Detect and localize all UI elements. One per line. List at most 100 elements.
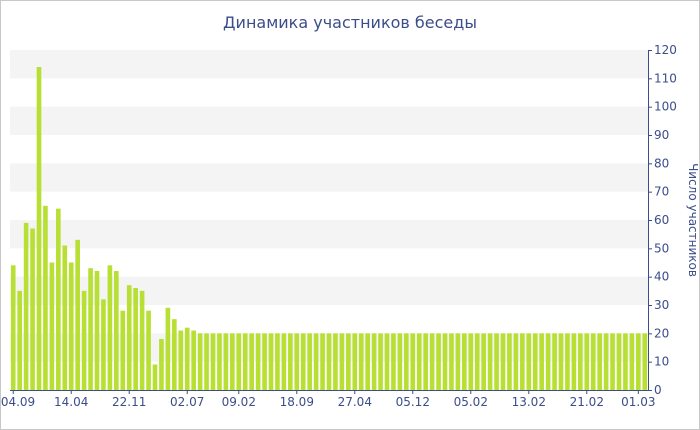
x-tick-label: 05.02: [454, 395, 488, 409]
grid-band: [10, 50, 648, 79]
bar: [532, 333, 538, 390]
y-tick-label: 0: [654, 383, 662, 397]
bar: [184, 327, 190, 390]
bar: [520, 333, 525, 390]
x-tick-label: 18.09: [280, 395, 314, 409]
bar: [487, 333, 493, 390]
bar: [339, 333, 345, 390]
bar: [391, 333, 396, 390]
bar: [159, 339, 164, 390]
x-tick-label: 05.12: [396, 395, 430, 409]
x-tick-label: 01.03: [621, 395, 655, 409]
bar: [597, 333, 602, 390]
bar: [101, 299, 106, 390]
y-tick-label: 10: [654, 355, 669, 369]
bar: [481, 333, 486, 390]
bar: [210, 333, 216, 390]
y-tick-label: 30: [654, 298, 669, 312]
y-tick-label: 50: [654, 241, 669, 255]
bar: [17, 290, 22, 390]
bar: [442, 333, 448, 390]
bar: [642, 333, 648, 390]
bar: [552, 333, 557, 390]
bar: [494, 333, 499, 390]
y-tick-label: 110: [654, 71, 677, 85]
bar: [404, 333, 409, 390]
bar: [114, 271, 119, 390]
bar: [94, 271, 100, 390]
bar: [545, 333, 551, 390]
bar: [107, 265, 113, 390]
bar: [178, 330, 184, 390]
bar: [139, 290, 145, 390]
bar: [204, 333, 209, 390]
bar: [616, 333, 622, 390]
bar: [429, 333, 435, 390]
bar: [462, 333, 467, 390]
bar: [449, 333, 454, 390]
grid-band: [10, 163, 648, 192]
y-axis-label: Число участников: [686, 163, 700, 277]
y-tick-label: 70: [654, 185, 669, 199]
bar: [242, 333, 248, 390]
bar: [133, 288, 138, 390]
bar: [165, 307, 171, 390]
bar: [81, 290, 87, 390]
bar: [320, 333, 325, 390]
bar: [468, 333, 474, 390]
x-tick-label: 21.02: [570, 395, 604, 409]
bar: [397, 333, 403, 390]
bar: [371, 333, 377, 390]
bar: [578, 333, 583, 390]
bar: [30, 228, 35, 390]
x-tick-label: 04.09: [1, 395, 35, 409]
x-tick-label: 13.02: [512, 395, 546, 409]
y-tick-labels: 0 10 20 30 40 50 60 70 80 90 100 110 120: [648, 43, 677, 397]
bar: [358, 333, 364, 390]
bar: [526, 333, 532, 390]
x-tick-labels: 04.09 14.04 22.11 02.07 09.02 18.09 27.04 05.12…: [1, 390, 656, 409]
bar: [500, 333, 506, 390]
bar: [333, 333, 338, 390]
y-tick-label: 90: [654, 128, 669, 142]
x-tick-label: 14.04: [54, 395, 88, 409]
bar: [146, 310, 151, 390]
x-tick-label: 22.11: [112, 395, 146, 409]
bar: [56, 208, 61, 390]
bars: [10, 67, 648, 390]
bar: [629, 333, 635, 390]
bar: [75, 239, 80, 390]
bar: [584, 333, 590, 390]
bar: [603, 333, 609, 390]
y-tick-label: 20: [654, 326, 669, 340]
bar: [513, 333, 519, 390]
bar: [346, 333, 351, 390]
chart-title: Динамика участников беседы: [223, 13, 477, 32]
bar: [455, 333, 461, 390]
bar: [49, 262, 55, 390]
bar: [268, 333, 274, 390]
x-tick-label: 27.04: [338, 395, 372, 409]
bar: [172, 319, 177, 390]
bar: [565, 333, 570, 390]
bar: [223, 333, 229, 390]
bar: [539, 333, 544, 390]
bar: [236, 333, 242, 390]
bar: [294, 333, 300, 390]
bar: [197, 333, 203, 390]
bar: [378, 333, 383, 390]
bar: [288, 333, 293, 390]
bar: [126, 285, 132, 390]
bar: [43, 205, 48, 390]
bar: [68, 262, 74, 390]
bar: [262, 333, 267, 390]
bar: [636, 333, 641, 390]
bar: [571, 333, 577, 390]
bar: [249, 333, 254, 390]
bar: [191, 330, 196, 390]
y-tick-label: 100: [654, 100, 677, 114]
bar: [410, 333, 416, 390]
bar: [507, 333, 512, 390]
bar: [10, 265, 16, 390]
